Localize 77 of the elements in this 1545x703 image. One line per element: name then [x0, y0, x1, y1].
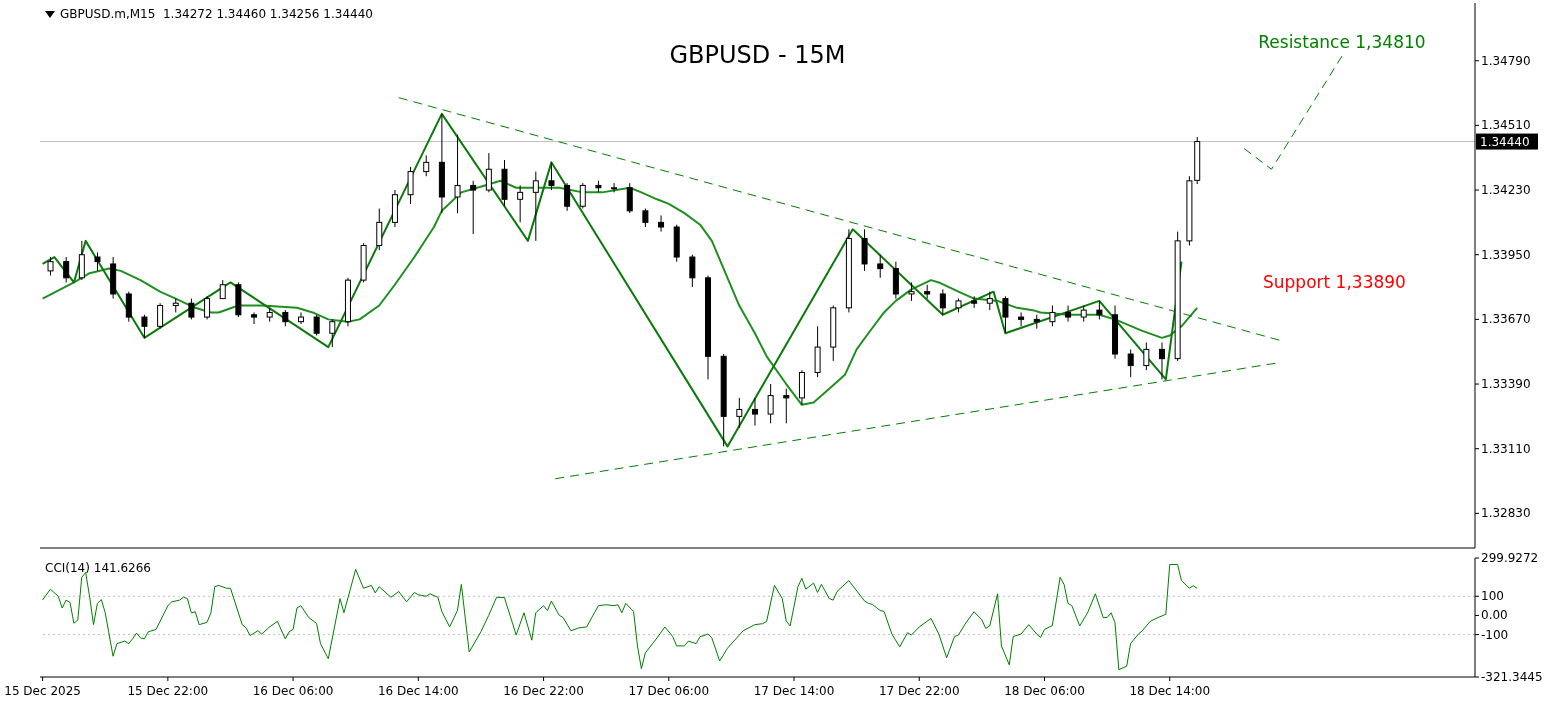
- x-tick-label: 18 Dec 06:00: [1004, 684, 1085, 698]
- chart-title: CCI(14) 141.6266: [45, 561, 152, 576]
- candlestick: [877, 254, 884, 279]
- candlestick: [548, 161, 555, 191]
- candlestick: [1002, 295, 1009, 334]
- y-tick-label: 1.32830: [1481, 506, 1531, 521]
- candlestick: [376, 208, 383, 251]
- x-tick-label: 17 Dec 06:00: [628, 684, 710, 698]
- chart-subtitle: GBPUSD.m,M15 1.34272 1.34460 1.34256 1.34440: [60, 7, 373, 22]
- y-tick-label: 299.9272: [1481, 551, 1539, 565]
- candlestick: [141, 314, 148, 339]
- candlestick: [63, 256, 70, 283]
- y-tick-label: -321.3445: [1481, 670, 1543, 684]
- annotation: Resistance 1,34810: [1258, 32, 1426, 53]
- candlestick: [47, 256, 54, 276]
- candlestick: [78, 240, 85, 281]
- candlestick: [485, 152, 492, 193]
- candlestick: [626, 182, 633, 214]
- candlestick: [125, 291, 132, 323]
- y-tick-label: 1.33110: [1481, 441, 1531, 456]
- y-tick-label: 1.34510: [1481, 118, 1531, 133]
- candlestick: [454, 134, 461, 214]
- candlestick: [1065, 305, 1072, 323]
- x-tick-label: 16 Dec 06:00: [252, 684, 334, 698]
- x-tick-label: 18 Dec 14:00: [1129, 684, 1211, 698]
- candlestick: [564, 182, 571, 212]
- candlestick: [611, 182, 618, 193]
- x-tick-label: 17 Dec 22:00: [878, 684, 960, 698]
- y-tick-label: 0.00: [1481, 608, 1508, 623]
- candlestick: [313, 314, 320, 337]
- x-tick-label: 16 Dec 14:00: [377, 684, 459, 698]
- candlestick: [470, 180, 477, 235]
- candlestick: [1049, 305, 1056, 327]
- y-tick-label: -100: [1481, 627, 1509, 642]
- candlestick: [423, 154, 430, 177]
- candlestick: [579, 182, 586, 210]
- x-tick-label: 17 Dec 14:00: [753, 684, 835, 698]
- y-tick-label: 1.33950: [1481, 247, 1531, 262]
- candlestick: [1143, 341, 1150, 371]
- y-tick-label: 1.34230: [1481, 183, 1531, 198]
- candlestick: [251, 311, 258, 325]
- x-tick-label: 16 Dec 22:00: [503, 684, 584, 698]
- y-tick-label: 1.33670: [1481, 312, 1531, 327]
- line-series: [42, 564, 1198, 671]
- candlestick: [407, 166, 414, 205]
- candlestick: [908, 281, 915, 302]
- y-tick-label: 1.34790: [1481, 53, 1531, 68]
- candlestick: [157, 302, 164, 330]
- candlestick: [986, 291, 993, 311]
- candlestick: [1018, 311, 1025, 327]
- annotation: Support 1,33890: [1263, 272, 1406, 293]
- ref-line-label: 1.34440: [1480, 135, 1530, 150]
- candlestick: [204, 295, 211, 320]
- candlestick: [767, 383, 774, 424]
- candlestick: [532, 171, 539, 242]
- candlestick: [1096, 300, 1103, 320]
- candlestick: [783, 388, 790, 424]
- candlestick: [751, 397, 758, 427]
- candlestick: [736, 397, 743, 429]
- candlestick: [1159, 341, 1165, 380]
- candlestick: [689, 254, 696, 288]
- candlestick: [939, 288, 946, 316]
- text: GBPUSD - 15M: [669, 41, 846, 69]
- candlestick: [1127, 348, 1134, 378]
- candlestick: [329, 318, 336, 348]
- candlestick: [642, 208, 649, 228]
- candlestick: [188, 298, 195, 320]
- candlestick: [517, 184, 524, 223]
- candlestick: [658, 214, 665, 233]
- candlestick: [971, 295, 978, 309]
- x-tick-label: 15 Dec 2025: [4, 684, 81, 698]
- candlestick: [94, 251, 101, 272]
- x-tick-label: 15 Dec 22:00: [127, 684, 209, 698]
- y-tick-label: 1.33390: [1481, 377, 1531, 392]
- candlestick: [298, 311, 304, 325]
- y-tick-label: 100: [1481, 589, 1504, 604]
- candlestick: [219, 279, 226, 300]
